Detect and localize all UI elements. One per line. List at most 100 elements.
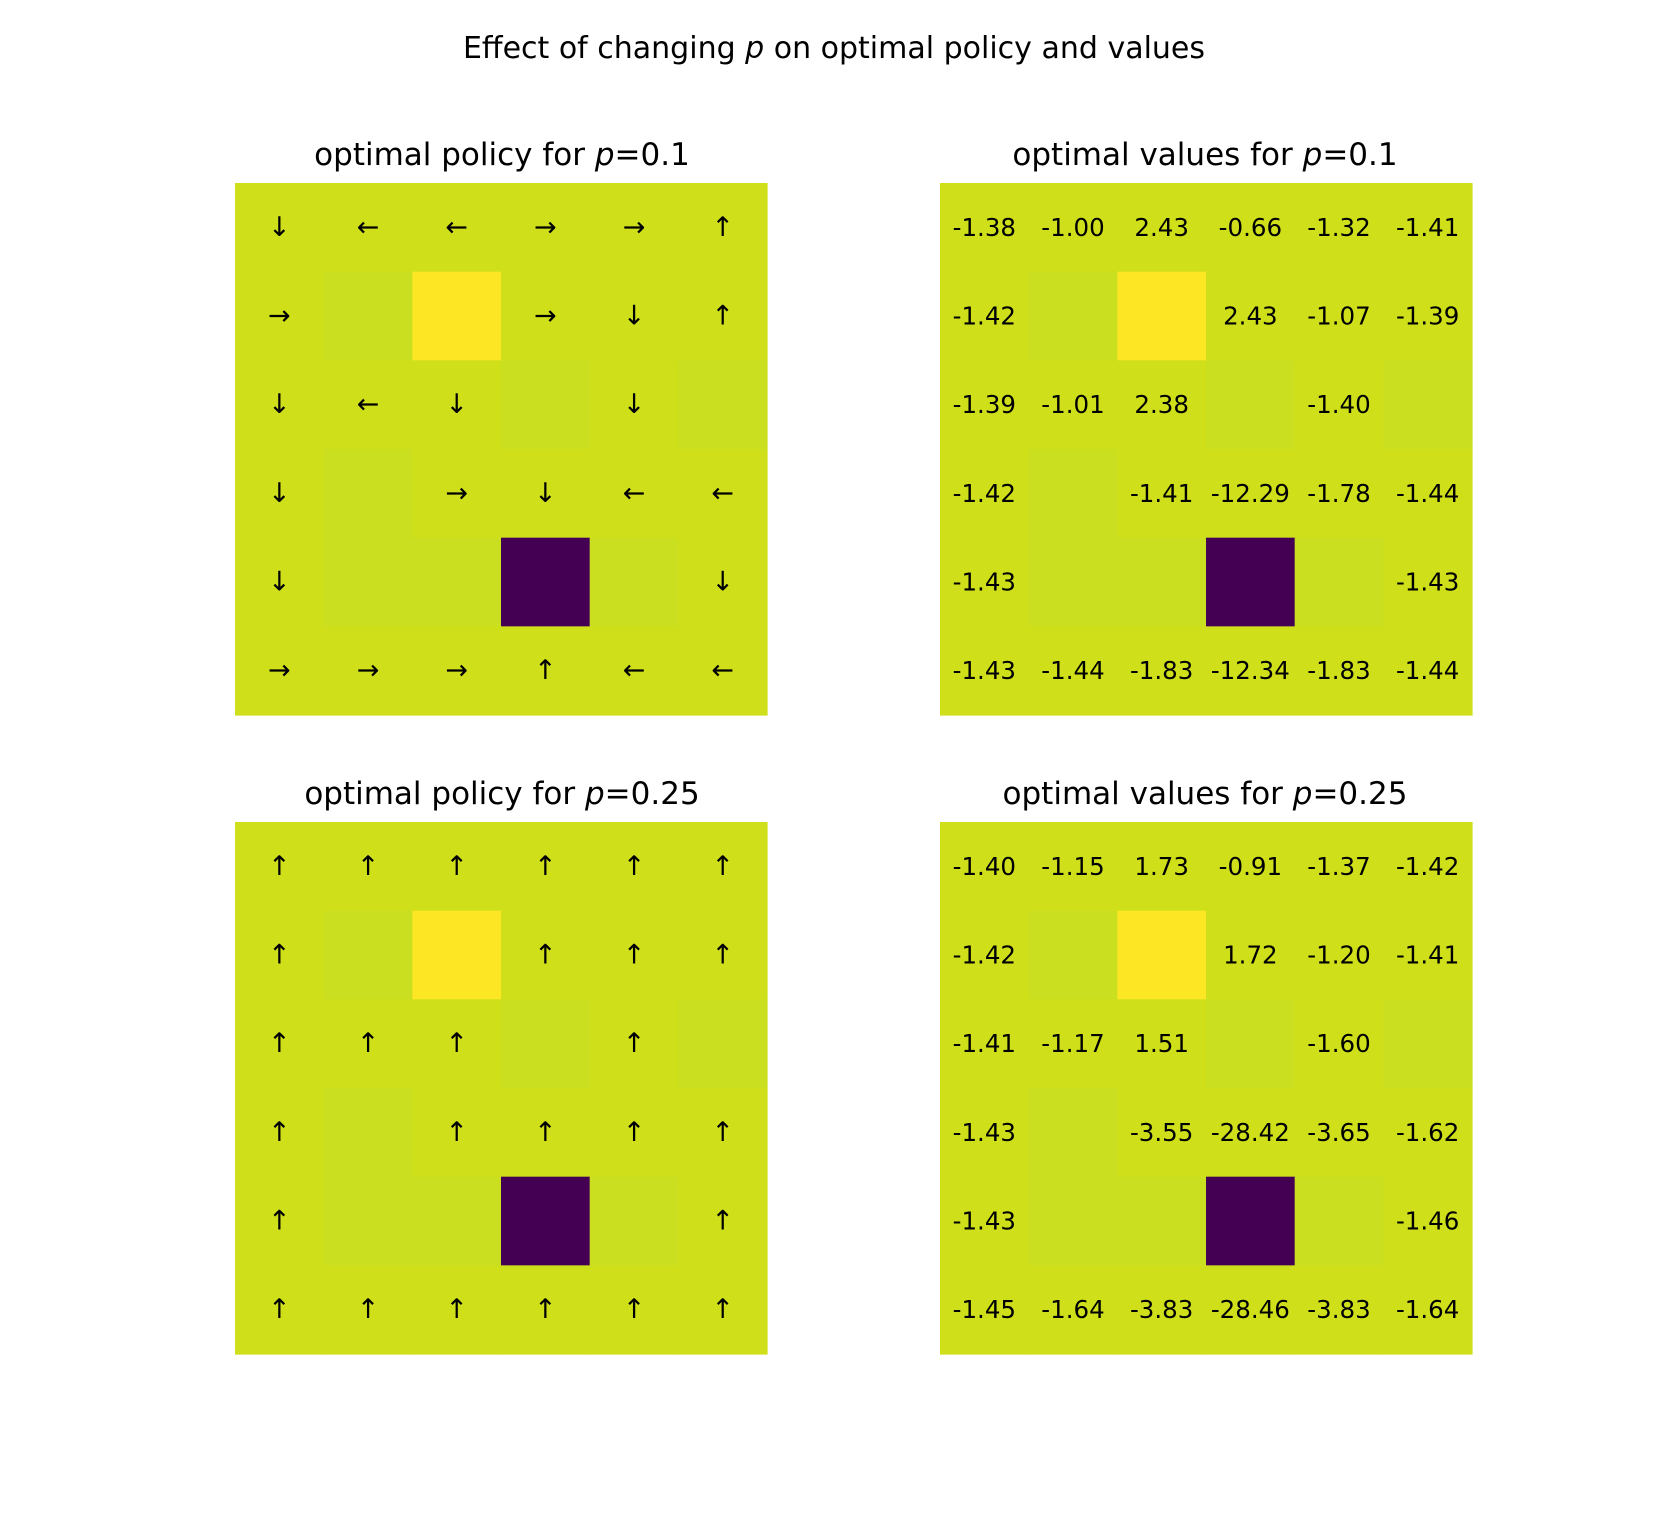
heatmap-cell: [1117, 1088, 1207, 1178]
heatmap-cell: [940, 449, 1030, 539]
policy-arrow-label: ↑: [268, 1028, 291, 1059]
heatmap-cell: [501, 360, 591, 450]
policy-arrow-label: ↓: [445, 389, 468, 420]
heatmap-cell: [1206, 271, 1296, 361]
heatmap-cell: [1206, 999, 1296, 1089]
heatmap-cell: [1294, 271, 1384, 361]
value-label: -1.41: [1130, 479, 1193, 508]
heatmap-labels: -1.38 -1.00 2.43 -0.66 -1.32 -1.41 -1.42 2.43 -1…: [953, 213, 1460, 685]
heatmap-cell: [412, 271, 502, 361]
policy-arrow-label: ↑: [623, 851, 646, 882]
heatmap-cell: [1117, 271, 1207, 361]
heatmap-cell: [678, 822, 768, 912]
heatmap-cell: [678, 910, 768, 1000]
heatmap-cell: [678, 626, 768, 716]
heatmap-cell: [1028, 999, 1118, 1089]
heatmap-cell: [412, 537, 502, 627]
value-label: -1.44: [1041, 656, 1104, 685]
value-label: -1.39: [953, 390, 1016, 419]
value-label: 1.73: [1134, 852, 1189, 881]
heatmap-cell: [940, 626, 1030, 716]
heatmap-cell: [1117, 822, 1207, 912]
policy-arrow-label: ↑: [445, 1028, 468, 1059]
heatmap-cell: [1206, 910, 1296, 1000]
policy-arrow-label: ↑: [445, 851, 468, 882]
heatmap-cell: [1028, 910, 1118, 1000]
heatmap-cell: [589, 271, 679, 361]
value-label: -0.66: [1219, 213, 1282, 242]
policy-arrow-label: ↑: [357, 1028, 380, 1059]
heatmap-cell: [323, 1088, 413, 1178]
policy-arrow-label: ↓: [268, 478, 291, 509]
policy-arrow-label: ↑: [268, 851, 291, 882]
heatmap-cell: [940, 183, 1030, 273]
heatmap-cell: [940, 822, 1030, 912]
heatmap-cell: [323, 999, 413, 1089]
heatmap-cell: [1206, 1088, 1296, 1178]
heatmap-cell: [235, 910, 325, 1000]
value-label: -1.78: [1307, 479, 1370, 508]
policy-arrow-label: →: [268, 301, 291, 332]
value-label: 2.43: [1223, 302, 1278, 331]
heatmap-cell: [501, 626, 591, 716]
panel-title-prefix: optimal values for: [1003, 776, 1293, 812]
heatmap-cell: [235, 360, 325, 450]
value-label: -1.32: [1307, 213, 1370, 242]
heatmap-cell: [589, 1176, 679, 1266]
heatmap-cell: [678, 999, 768, 1089]
heatmap-cell: [501, 822, 591, 912]
policy-arrow-label: →: [534, 301, 557, 332]
policy-arrow-label: ↑: [711, 851, 734, 882]
heatmap-cell: [1294, 537, 1384, 627]
value-label: -1.17: [1041, 1029, 1104, 1058]
policy-arrow-label: ↑: [445, 1117, 468, 1148]
panel-policy-p-0-25: optimal policy for p=0.25 ↑ ↑ ↑ ↑ ↑ ↑↑ ↑ ↑ ↑↑ ↑ ↑ ↑…: [235, 776, 768, 1355]
panel-title-value: =0.25: [1312, 776, 1407, 812]
heatmap-cell: [323, 1265, 413, 1355]
heatmap-cell: [1383, 537, 1473, 627]
heatmap-cell: [412, 1265, 502, 1355]
policy-arrow-label: ←: [623, 655, 646, 686]
heatmap-cell: [678, 271, 768, 361]
panel-title: optimal policy for p=0.1: [314, 137, 690, 173]
value-label: -1.83: [1130, 656, 1193, 685]
heatmap-cell: [940, 999, 1030, 1089]
heatmap-cell: [589, 360, 679, 450]
heatmap-cell: [1117, 626, 1207, 716]
heatmap-cell: [589, 626, 679, 716]
heatmap-cell: [1117, 360, 1207, 450]
heatmap-cell: [1383, 449, 1473, 539]
figure-title-symbol: p: [744, 31, 764, 66]
policy-arrow-label: ↑: [268, 1206, 291, 1237]
heatmap-cells: [940, 183, 1473, 716]
value-label: -1.41: [1396, 213, 1459, 242]
value-label: -1.60: [1307, 1029, 1370, 1058]
heatmap-cell: [412, 449, 502, 539]
heatmap-cell: [1383, 1176, 1473, 1266]
value-label: -1.45: [953, 1295, 1016, 1324]
heatmap-cell: [501, 271, 591, 361]
heatmap-cell: [1028, 271, 1118, 361]
figure-title-prefix: Effect of changing: [463, 31, 745, 66]
heatmap-cell: [1028, 360, 1118, 450]
heatmap-cells: [235, 183, 768, 716]
heatmap-cell: [235, 822, 325, 912]
heatmap-cell: [1206, 449, 1296, 539]
heatmap-cell: [1294, 1265, 1384, 1355]
heatmap-cell: [323, 449, 413, 539]
heatmap-cell: [1206, 626, 1296, 716]
heatmap-labels: ↓ ← ← → → ↑ → → ↓ ↑ ↓ ← ↓ ↓ ↓ → ↓ ← ← ↓ ↓ → → → ↑ ← ←: [268, 212, 734, 686]
heatmap-cell: [235, 1088, 325, 1178]
value-label: -1.64: [1041, 1295, 1104, 1324]
policy-arrow-label: ↑: [711, 212, 734, 243]
heatmap-cell: [235, 449, 325, 539]
policy-arrow-label: ↑: [268, 940, 291, 971]
value-label: -1.41: [1396, 941, 1459, 970]
value-label: -1.43: [1396, 568, 1459, 597]
panel-title-value: =0.1: [615, 137, 690, 173]
value-label: -1.39: [1396, 302, 1459, 331]
heatmap-cell: [1117, 183, 1207, 273]
heatmap-cell: [235, 999, 325, 1089]
policy-arrow-label: ↑: [711, 301, 734, 332]
value-label: -0.91: [1219, 852, 1282, 881]
